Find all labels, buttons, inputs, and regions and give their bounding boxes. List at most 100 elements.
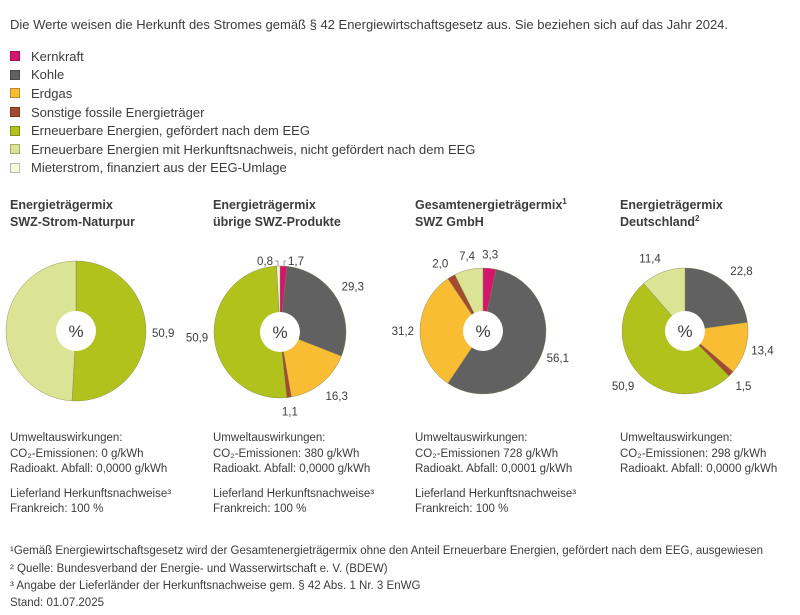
chart-title-deutschland: Energieträgermix Deutschland2 xyxy=(620,197,800,231)
donut-hole xyxy=(463,311,503,351)
chart-title-line2: SWZ GmbH xyxy=(415,215,484,229)
legend: Kernkraft Kohle Erdgas Sonstige fossile … xyxy=(10,47,475,177)
chart-title-line2: SWZ-Strom-Naturpur xyxy=(10,214,210,231)
title-text: SWZ-Strom-Naturpur xyxy=(10,215,135,229)
title-text: Gesamtenergieträgermix xyxy=(415,198,563,212)
chart-title-line2: Deutschland2 xyxy=(620,214,800,231)
center-percent-label: % xyxy=(677,322,692,341)
info-gesamt: Umweltauswirkungen: CO₂-Emissionen 728 g… xyxy=(415,431,615,518)
legend-label: Erneuerbare Energien mit Herkunftsnachwe… xyxy=(31,141,476,157)
radioactive-waste: Radioakt. Abfall: 0,0001 g/kWh xyxy=(415,463,573,475)
donut-chart-2: 1,7 29,3 16,3 1,1 50,9 0,8% xyxy=(186,256,364,418)
radioactive-waste: Radioakt. Abfall: 0,0000 g/kWh xyxy=(620,463,778,475)
info-heading: Umweltauswirkungen: xyxy=(415,432,528,444)
legend-item: Sonstige fossile Energieträger xyxy=(10,103,475,122)
data-label-kohle: 22,8 xyxy=(730,266,752,278)
legend-item: Erneuerbare Energien, gefördert nach dem… xyxy=(10,121,475,140)
legend-swatch xyxy=(10,162,20,173)
radioactive-waste: Radioakt. Abfall: 0,0000 g/kWh xyxy=(10,463,168,475)
footnote-ref: 2 xyxy=(695,213,700,223)
legend-swatch xyxy=(10,144,20,155)
data-label-sonstige-fossile: 1,1 xyxy=(282,406,298,418)
data-label-kohle: 56,1 xyxy=(547,353,569,365)
intro-text: Die Werte weisen die Herkunft des Strome… xyxy=(10,17,729,32)
chart-title-line1: Energieträgermix xyxy=(620,198,723,212)
chart-title-line1: Gesamtenergieträgermix1 xyxy=(415,197,615,214)
legend-item: Kernkraft xyxy=(10,47,475,66)
legend-swatch xyxy=(10,69,20,80)
data-label-herkunftsnachweis: 11,4 xyxy=(639,253,661,265)
chart-title-uebrige: Energieträgermix übrige SWZ-Produkte xyxy=(213,197,413,231)
legend-item: Erdgas xyxy=(10,84,475,103)
legend-label: Erneuerbare Energien, gefördert nach dem… xyxy=(31,123,310,139)
legend-label: Kohle xyxy=(31,67,65,83)
title-text: übrige SWZ-Produkte xyxy=(213,215,341,229)
center-percent-label: % xyxy=(475,322,490,341)
origin-heading: Lieferland Herkunftsnachweise³ xyxy=(415,487,577,500)
leader-line xyxy=(275,260,279,266)
origin-heading: Lieferland Herkunftsnachweise³ xyxy=(213,487,375,500)
chart-title-naturpur: Energieträgermix SWZ-Strom-Naturpur xyxy=(10,197,210,231)
legend-label: Erdgas xyxy=(31,85,73,101)
footnote-3: ³ Angabe der Lieferländer der Herkunftsn… xyxy=(10,580,421,592)
co2-emissions: CO₂-Emissionen: 0 g/kWh xyxy=(10,447,144,460)
data-label-kernkraft: 3,3 xyxy=(482,249,498,261)
chart-title-line1: Energieträgermix xyxy=(10,198,113,212)
leader-line xyxy=(283,260,286,266)
info-deutschland: Umweltauswirkungen: CO₂-Emissionen: 298 … xyxy=(620,431,800,478)
donut-chart-1: 50,949,1% xyxy=(0,260,174,402)
legend-item: Erneuerbare Energien mit Herkunftsnachwe… xyxy=(10,140,475,159)
data-label-erdgas: 16,3 xyxy=(326,391,348,403)
donut-chart-3: 3,3 56,1 31,2 2,0 7,4% xyxy=(392,249,569,395)
co2-emissions: CO₂-Emissionen 728 g/kWh xyxy=(415,447,559,460)
origin-heading: Lieferland Herkunftsnachweise³ xyxy=(10,487,172,500)
info-heading: Umweltauswirkungen: xyxy=(10,432,123,444)
legend-label: Kernkraft xyxy=(31,48,84,64)
footnote-ref: 1 xyxy=(562,196,567,206)
chart-title-line2: übrige SWZ-Produkte xyxy=(213,214,413,231)
legend-item: Kohle xyxy=(10,66,475,85)
footnote-2: ² Quelle: Bundesverband der Energie- und… xyxy=(10,562,388,575)
legend-label: Mieterstrom, finanziert aus der EEG-Umla… xyxy=(31,160,287,176)
data-label-erdgas: 13,4 xyxy=(751,345,774,357)
slice-erdgas xyxy=(279,331,342,398)
origin-country: Frankreich: 100 % xyxy=(10,503,104,515)
center-percent-label: % xyxy=(68,322,83,341)
info-uebrige: Umweltauswirkungen: CO₂-Emissionen: 380 … xyxy=(213,431,413,518)
title-text: Deutschland xyxy=(620,215,696,229)
origin-country: Frankreich: 100 % xyxy=(415,503,509,515)
footnote-1: ¹Gemäß Energiewirtschaftsgesetz wird der… xyxy=(10,545,764,557)
slice-kohle xyxy=(684,267,748,332)
data-label-erdgas: 31,2 xyxy=(392,326,414,338)
center-percent-label: % xyxy=(272,323,287,342)
legend-swatch xyxy=(10,51,20,62)
legend-swatch xyxy=(10,88,20,99)
slice-herkunftsnachweis xyxy=(5,260,77,402)
legend-swatch xyxy=(10,107,20,118)
donut-hole xyxy=(260,312,300,352)
data-label-sonstige-fossile: 1,5 xyxy=(735,381,751,393)
slice-erdgas xyxy=(419,278,484,384)
co2-emissions: CO₂-Emissionen: 380 g/kWh xyxy=(213,447,360,460)
data-label-eeg: 50,9 xyxy=(152,328,174,340)
data-label-kohle: 29,3 xyxy=(342,282,364,294)
origin-country: Frankreich: 100 % xyxy=(213,503,307,515)
stand-date: Stand: 01.07.2025 xyxy=(10,597,104,609)
legend-label: Sonstige fossile Energieträger xyxy=(31,104,205,120)
data-label-sonstige-fossile: 2,0 xyxy=(432,258,448,270)
data-label-mieterstrom: 0,8 xyxy=(257,256,273,268)
donut-chart-4: 22,8 13,4 1,5 50,9 11,4% xyxy=(612,253,774,395)
legend-swatch xyxy=(10,125,20,136)
radioactive-waste: Radioakt. Abfall: 0,0000 g/kWh xyxy=(213,463,371,475)
data-label-herkunftsnachweis: 7,4 xyxy=(459,251,476,263)
legend-item: Mieterstrom, finanziert aus der EEG-Umla… xyxy=(10,159,475,178)
slice-eeg xyxy=(71,260,147,402)
donut-hole xyxy=(665,311,705,351)
data-label-eeg: 50,9 xyxy=(612,381,634,393)
info-heading: Umweltauswirkungen: xyxy=(213,432,326,444)
data-label-eeg: 50,9 xyxy=(186,333,208,345)
co2-emissions: CO₂-Emissionen: 298 g/kWh xyxy=(620,447,767,460)
data-label-kernkraft: 1,7 xyxy=(288,256,304,268)
chart-title-line1: Energieträgermix xyxy=(213,198,316,212)
